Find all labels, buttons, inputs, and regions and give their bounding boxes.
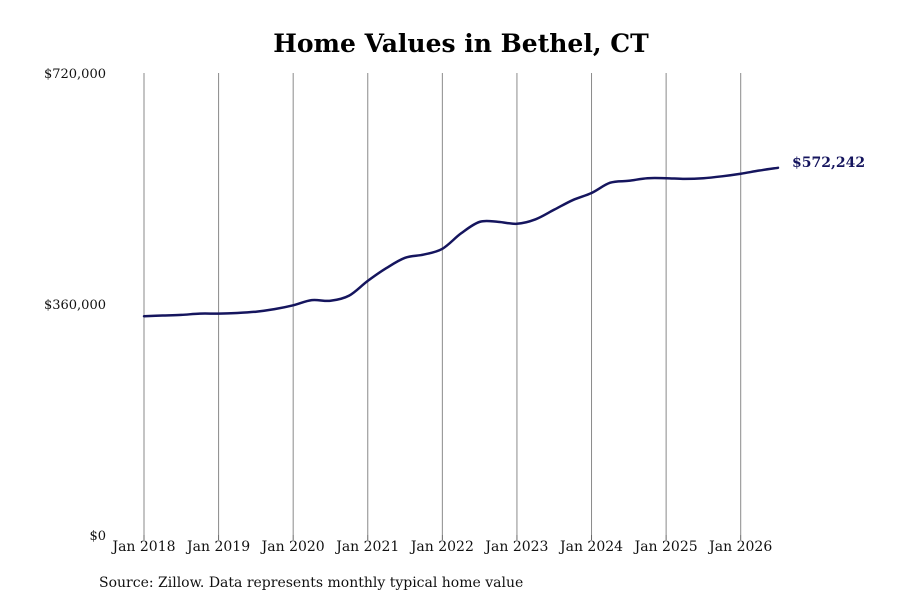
y-tick-label: $720,000 — [44, 67, 106, 82]
x-tick-label: Jan 2022 — [409, 539, 474, 555]
y-tick-label: $360,000 — [44, 298, 106, 313]
x-axis-ticks: Jan 2018 Jan 2019 Jan 2020 Jan 2021 Jan 2022… — [110, 535, 772, 555]
y-axis-ticks: $0 $360,000 $720,000 — [44, 67, 106, 544]
x-tick-label: Jan 2021 — [334, 539, 399, 555]
x-tick-label: Jan 2024 — [558, 539, 623, 555]
end-value-label: $572,242 — [792, 155, 865, 171]
x-tick-label: Jan 2018 — [110, 539, 175, 555]
source-note: Source: Zillow. Data represents monthly … — [99, 575, 523, 591]
gridlines — [143, 73, 742, 535]
y-tick-label: $0 — [89, 529, 106, 544]
x-tick-label: Jan 2025 — [633, 539, 698, 555]
x-tick-label: Jan 2020 — [260, 539, 325, 555]
x-tick-label: Jan 2023 — [483, 539, 548, 555]
chart-title: Home Values in Bethel, CT — [273, 29, 649, 58]
x-tick-label: Jan 2019 — [185, 539, 250, 555]
series-layer — [142, 166, 780, 318]
x-tick-label: Jan 2026 — [707, 539, 772, 555]
